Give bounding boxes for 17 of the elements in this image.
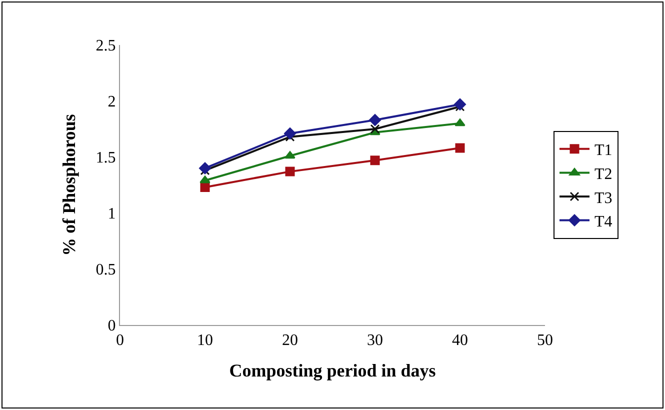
legend-label: T2 — [594, 166, 612, 183]
x-axis-title: Composting period in days — [229, 360, 436, 380]
y-tick-label: 0.5 — [96, 262, 116, 279]
x-tick-label: 50 — [537, 332, 553, 350]
legend-label: T3 — [594, 190, 612, 207]
x-tick-label: 30 — [367, 332, 383, 350]
x-tick-label: 20 — [282, 332, 298, 350]
legend-label: T1 — [594, 142, 612, 160]
y-tick-label: 2 — [108, 94, 116, 111]
x-tick-label: 10 — [197, 332, 213, 350]
legend-label: T4 — [594, 214, 612, 231]
x-tick-label: 40 — [452, 332, 468, 350]
y-tick-label: 2.5 — [96, 38, 116, 55]
y-tick-label: 1 — [108, 206, 116, 223]
y-tick-label: 1.5 — [96, 150, 116, 167]
y-tick-label: 0 — [108, 318, 116, 335]
y-axis-title: % of Phosphorous — [59, 114, 79, 256]
